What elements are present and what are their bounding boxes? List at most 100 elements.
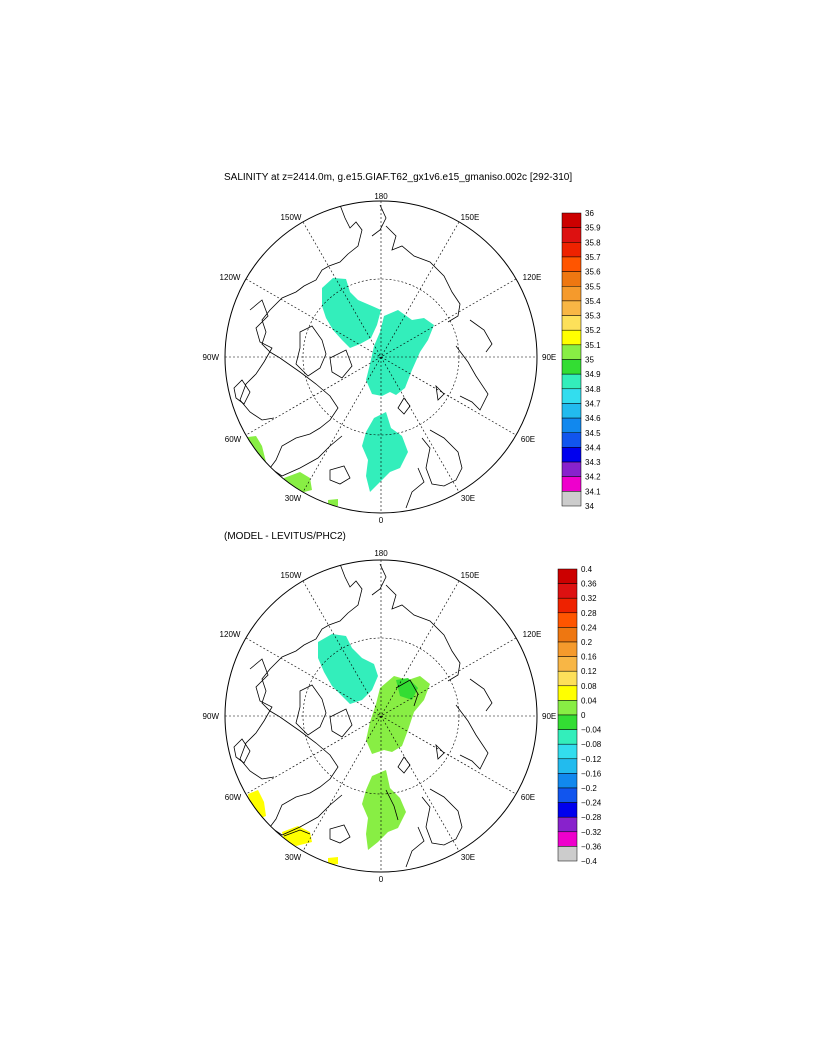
- colorbar-label: 35: [585, 356, 594, 365]
- colorbar-block: [561, 491, 582, 507]
- colorbar-block: [561, 329, 582, 346]
- colorbar-label: 0.24: [581, 623, 597, 632]
- colorbar-block: [557, 802, 578, 818]
- colorbar-label: 35.1: [585, 341, 601, 350]
- salinity-region-fram-strait: [362, 412, 408, 492]
- colorbar-block: [561, 227, 582, 243]
- colorbar-label: 34.7: [585, 399, 601, 408]
- lon-label: 90W: [203, 353, 220, 362]
- colorbar-block: [557, 714, 578, 730]
- colorbar-label: 34: [585, 502, 594, 511]
- lon-label: 0: [379, 875, 384, 884]
- colorbar-label: 34.9: [585, 370, 601, 379]
- colorbar-block: [557, 773, 578, 789]
- colorbar-label: −0.08: [581, 740, 602, 749]
- colorbar-label: 0.16: [581, 653, 597, 662]
- colorbar-label: 34.3: [585, 458, 601, 467]
- lon-label: 30W: [285, 494, 302, 503]
- graticule: [225, 560, 537, 872]
- colorbar-block: [561, 403, 582, 419]
- colorbar-block: [557, 831, 578, 847]
- colorbar-label: 35.4: [585, 297, 601, 306]
- colorbar-block: [557, 612, 578, 628]
- colorbar-block: [557, 597, 578, 614]
- colorbar-label: −0.16: [581, 769, 602, 778]
- colorbar-block: [561, 271, 582, 287]
- colorbar-block: [557, 685, 578, 701]
- lon-label: 60E: [521, 793, 535, 802]
- colorbar-label: 35.8: [585, 238, 601, 247]
- colorbar-block: [561, 432, 582, 448]
- colorbar-block: [561, 315, 582, 331]
- colorbar-label: 35.6: [585, 268, 601, 277]
- colorbar-block: [557, 758, 578, 774]
- lon-label: 60W: [225, 435, 242, 444]
- difference-colorbar: 0.4 0.36 0.32 0.28 0.24 0.2 0.16 0.12 0.08 0.04 0 −…: [557, 565, 602, 866]
- lon-label: 30W: [285, 853, 302, 862]
- colorbar-label: −0.24: [581, 799, 602, 808]
- lon-label: 150W: [281, 213, 302, 222]
- colorbar-block: [557, 568, 578, 584]
- colorbar-block: [561, 344, 582, 360]
- difference-region-labrador: [248, 790, 266, 820]
- lon-label: 0: [379, 516, 384, 525]
- colorbar-label: 0.32: [581, 594, 597, 603]
- colorbar-label: 35.7: [585, 253, 601, 262]
- map-boundary: [224, 200, 538, 514]
- lon-label: 150W: [281, 571, 302, 580]
- colorbar-label: 34.1: [585, 487, 601, 496]
- longitude-labels: 180 150E 120E 90E 60E 30E 0 30W 60W 90W …: [203, 549, 557, 884]
- colorbar-block: [557, 641, 578, 657]
- colorbar-label: 0.08: [581, 682, 597, 691]
- coastlines: [233, 563, 493, 868]
- colorbar-label: 34.4: [585, 443, 601, 452]
- colorbar-block: [561, 417, 582, 434]
- lon-label: 120E: [523, 273, 542, 282]
- lon-label: 180: [374, 192, 388, 201]
- colorbar-label: −0.28: [581, 813, 602, 822]
- colorbar-label: −0.4: [581, 857, 597, 866]
- colorbar-block: [557, 743, 578, 760]
- lon-label: 60W: [225, 793, 242, 802]
- colorbar-label: 34.6: [585, 414, 601, 423]
- lon-label: 30E: [461, 853, 475, 862]
- colorbar-block: [561, 286, 582, 302]
- difference-region-canada-basin: [318, 634, 378, 704]
- colorbar-label: −0.04: [581, 726, 602, 735]
- colorbar-label: 0.4: [581, 565, 593, 574]
- difference-region-fram-strait: [362, 770, 406, 850]
- colorbar-label: 34.5: [585, 429, 601, 438]
- colorbar-block: [557, 787, 578, 803]
- colorbar-block: [561, 447, 582, 463]
- colorbar-block: [561, 388, 582, 404]
- colorbar-label: 0.12: [581, 667, 597, 676]
- colorbar-block: [557, 583, 578, 599]
- lon-label: 60E: [521, 435, 535, 444]
- salinity-region-labrador: [240, 436, 266, 468]
- colorbar-label: 0: [581, 711, 586, 720]
- colorbar-block: [557, 700, 578, 716]
- colorbar-label: 34.8: [585, 385, 601, 394]
- salinity-title: SALINITY at z=2414.0m, g.e15.GIAF.T62_gx…: [224, 172, 573, 183]
- colorbar-block: [561, 461, 582, 477]
- colorbar-label: 35.3: [585, 312, 601, 321]
- lon-label: 120W: [220, 630, 241, 639]
- colorbar-block: [557, 729, 578, 745]
- difference-region-atlantic: [282, 826, 312, 846]
- colorbar-block: [561, 373, 582, 390]
- colorbar-block: [561, 300, 582, 316]
- colorbar-label: −0.36: [581, 842, 602, 851]
- lon-label: 150E: [461, 571, 480, 580]
- colorbar-label: −0.32: [581, 828, 602, 837]
- colorbar-block: [557, 627, 578, 643]
- lon-label: 150E: [461, 213, 480, 222]
- colorbar-label: 0.2: [581, 638, 593, 647]
- colorbar-label: −0.2: [581, 784, 597, 793]
- coastlines: [233, 204, 493, 509]
- colorbar-label: 0.04: [581, 696, 597, 705]
- lon-label: 30E: [461, 494, 475, 503]
- colorbar-block: [557, 670, 578, 687]
- lon-label: 90W: [203, 712, 220, 721]
- graticule: [225, 201, 537, 513]
- salinity-colorbar: 36 35.9 35.8 35.7 35.6 35.5 35.4 35.3 35.2 35.1 35…: [561, 209, 601, 511]
